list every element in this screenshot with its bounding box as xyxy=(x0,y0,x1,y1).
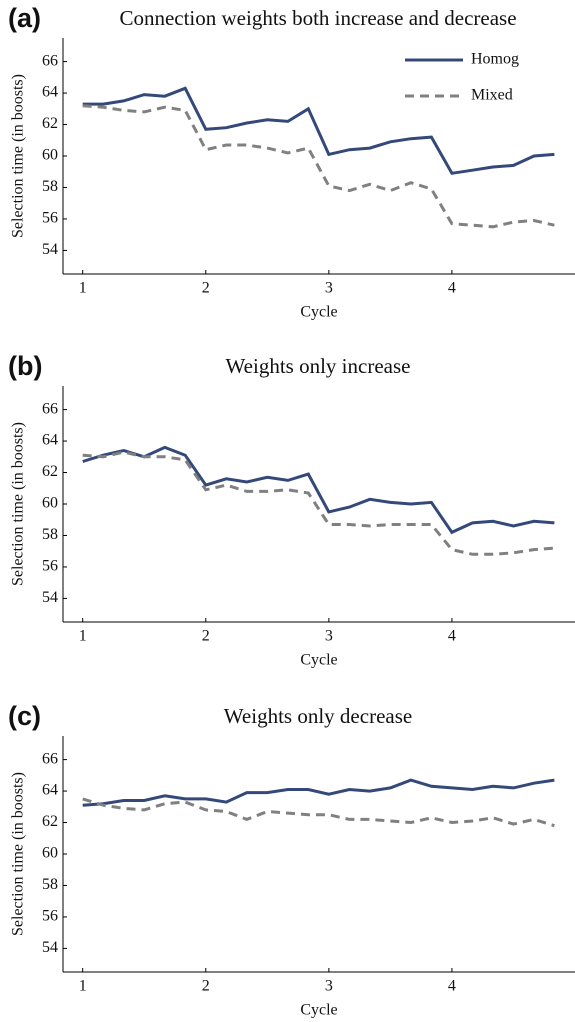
y-axis-label: Selection time (in boosts) xyxy=(10,422,27,586)
y-tick-label: 56 xyxy=(42,558,58,575)
y-tick-label: 66 xyxy=(42,52,58,69)
panel-label: (a) xyxy=(8,3,41,33)
x-tick-label: 2 xyxy=(202,280,210,297)
y-tick-label: 62 xyxy=(42,115,58,132)
x-tick-label: 2 xyxy=(202,628,210,645)
x-tick-label: 3 xyxy=(325,280,333,297)
series-line xyxy=(82,104,555,229)
y-tick-label: 58 xyxy=(42,876,58,893)
legend-label: Homog xyxy=(471,51,519,68)
x-tick-label: 1 xyxy=(79,280,87,297)
chart-title: Connection weights both increase and dec… xyxy=(119,6,516,30)
y-tick-label: 64 xyxy=(42,782,58,799)
legend-label: Mixed xyxy=(471,87,513,104)
x-tick-label: 4 xyxy=(448,978,456,995)
y-tick-label: 60 xyxy=(42,845,58,862)
series-line xyxy=(82,445,555,535)
y-tick-label: 54 xyxy=(42,589,58,606)
y-tick-label: 64 xyxy=(42,432,58,449)
x-tick-label: 2 xyxy=(202,978,210,995)
series-line xyxy=(82,797,555,828)
panel-label: (b) xyxy=(8,351,42,381)
y-tick-label: 54 xyxy=(42,241,58,258)
y-tick-label: 62 xyxy=(42,463,58,480)
y-tick-label: 64 xyxy=(42,84,58,101)
x-axis-label: Cycle xyxy=(300,304,337,321)
y-tick-label: 60 xyxy=(42,495,58,512)
series-line xyxy=(82,86,555,175)
series-line xyxy=(82,778,555,807)
y-tick-label: 60 xyxy=(42,147,58,164)
x-tick-label: 3 xyxy=(325,978,333,995)
x-tick-label: 4 xyxy=(448,628,456,645)
x-axis-label: Cycle xyxy=(300,1002,337,1019)
y-axis-label: Selection time (in boosts) xyxy=(10,74,27,238)
series-line xyxy=(82,450,555,556)
x-axis-label: Cycle xyxy=(300,652,337,669)
x-tick-label: 4 xyxy=(448,280,456,297)
y-tick-label: 54 xyxy=(42,939,58,956)
y-tick-label: 58 xyxy=(42,178,58,195)
y-tick-label: 56 xyxy=(42,908,58,925)
y-tick-label: 66 xyxy=(42,750,58,767)
chart-title: Weights only increase xyxy=(226,354,411,378)
y-tick-label: 56 xyxy=(42,210,58,227)
x-tick-label: 1 xyxy=(79,628,87,645)
x-tick-label: 1 xyxy=(79,978,87,995)
y-tick-label: 58 xyxy=(42,526,58,543)
x-tick-label: 3 xyxy=(325,628,333,645)
y-tick-label: 66 xyxy=(42,400,58,417)
y-tick-label: 62 xyxy=(42,813,58,830)
chart-title: Weights only decrease xyxy=(224,704,412,728)
y-axis-label: Selection time (in boosts) xyxy=(10,772,27,936)
panel-label: (c) xyxy=(8,701,41,731)
